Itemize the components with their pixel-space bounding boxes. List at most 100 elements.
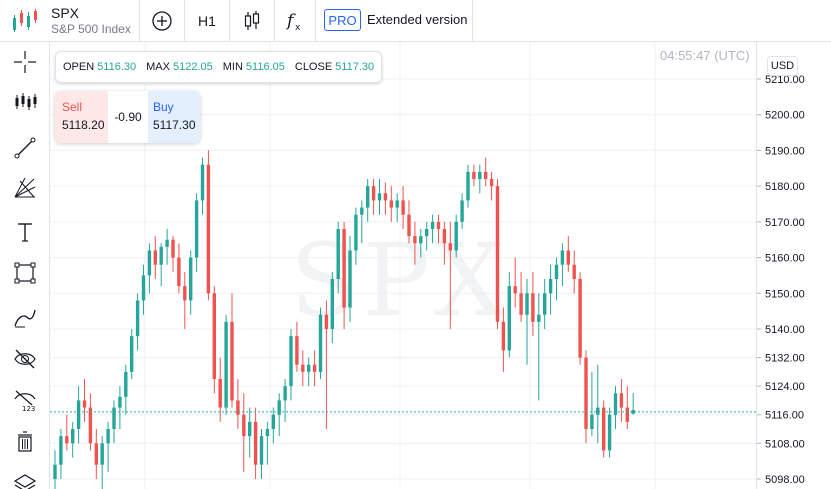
candle <box>366 179 370 222</box>
symbol-name[interactable]: SPX <box>51 5 80 21</box>
candle <box>501 307 506 372</box>
trend-line-icon <box>14 137 36 159</box>
candle-body <box>301 364 305 372</box>
add-symbol-button[interactable] <box>140 0 184 42</box>
price-axis-labels: 5098.00 5108.00 5116.00 5124.00 5132.00 5140.… <box>757 74 805 486</box>
extended-version-link[interactable]: Extended version <box>367 12 468 27</box>
candle <box>472 164 476 187</box>
buy-button[interactable]: Buy 5117.30 <box>148 91 200 143</box>
candle <box>507 271 511 358</box>
candle <box>177 243 181 294</box>
price-chart[interactable] <box>50 42 756 489</box>
candle <box>230 293 234 408</box>
candle <box>271 407 275 444</box>
candle <box>401 186 405 229</box>
candle <box>295 321 299 372</box>
candle-body <box>584 357 588 429</box>
candle-body <box>100 443 104 465</box>
text-tool[interactable] <box>0 212 50 252</box>
candle <box>425 221 429 251</box>
candle <box>71 421 75 458</box>
candle <box>590 371 594 437</box>
interval-label: H1 <box>198 13 216 29</box>
candle-body <box>59 436 63 465</box>
candle-body <box>560 250 565 265</box>
candle <box>596 364 600 444</box>
min-value: 5116.05 <box>245 61 285 73</box>
candle-body <box>248 421 252 437</box>
candle <box>336 221 340 294</box>
candle-body <box>82 400 87 408</box>
crosshair-tool[interactable] <box>0 42 50 82</box>
candle <box>112 400 116 444</box>
candle-body <box>596 407 600 415</box>
candle <box>436 214 441 244</box>
rectangle-tool[interactable] <box>0 253 50 293</box>
pro-badge[interactable]: PRO <box>324 9 361 31</box>
candle-body <box>76 400 81 429</box>
brush-tool[interactable] <box>0 297 50 337</box>
buy-label: Buy <box>153 100 174 114</box>
price-axis[interactable]: 5098.00 5108.00 5116.00 5124.00 5132.00 5140.… <box>756 42 831 489</box>
candle <box>312 350 317 387</box>
candle-body <box>519 293 523 315</box>
trend-line-tool[interactable] <box>0 128 50 168</box>
sell-button[interactable]: Sell 5118.20 <box>55 91 108 143</box>
gann-fan-tool[interactable] <box>0 168 50 208</box>
candle <box>248 407 252 458</box>
toolbar-divider <box>139 0 140 42</box>
symbol-logo-icon <box>13 9 37 32</box>
candle-body <box>283 386 287 401</box>
price-tick-label: 5180.00 <box>765 181 805 193</box>
candle <box>407 200 411 244</box>
price-tick-label: 5098.00 <box>765 474 805 486</box>
candle-body <box>525 293 529 315</box>
candle <box>76 386 81 444</box>
candle <box>448 221 452 329</box>
candle-body <box>165 239 169 247</box>
candle <box>59 429 63 479</box>
candle-body <box>543 293 547 315</box>
candle-body <box>554 264 559 279</box>
candle <box>124 364 128 415</box>
toolbar-divider <box>472 0 473 42</box>
gann-fan-icon <box>14 177 36 198</box>
brush-icon <box>14 309 36 328</box>
buy-price: 5117.30 <box>153 118 196 132</box>
candle-body <box>548 279 553 294</box>
candle-body <box>295 336 299 365</box>
hide-drawings-tool[interactable] <box>0 339 50 379</box>
candle-body <box>607 414 612 451</box>
candle <box>395 193 399 222</box>
utc-clock: 04:55:47 (UTC) <box>660 48 750 63</box>
candle-body <box>590 414 594 429</box>
layers-tool[interactable] <box>0 462 50 489</box>
price-tick-label: 5210.00 <box>765 74 805 86</box>
candle <box>212 286 216 394</box>
candle-body <box>602 407 606 451</box>
candle <box>495 179 500 329</box>
candle <box>130 329 134 379</box>
price-tick-label: 5160.00 <box>765 253 805 265</box>
candle <box>165 229 169 265</box>
delete-drawings-tool[interactable] <box>0 422 50 462</box>
toolbar-divider <box>315 0 316 42</box>
candle <box>283 379 287 422</box>
open-value: 5116.30 <box>97 61 137 73</box>
candle-body <box>312 364 317 372</box>
currency-button[interactable]: USD <box>767 56 798 76</box>
interval-button[interactable]: H1 <box>185 0 229 42</box>
candle <box>289 329 293 401</box>
candles <box>53 150 635 489</box>
candles-tool[interactable] <box>0 82 50 122</box>
measure-tool[interactable]: 123 <box>0 380 50 420</box>
chart-type-button[interactable] <box>230 0 274 42</box>
candle <box>147 243 152 294</box>
candle-body <box>478 171 482 179</box>
candle <box>183 271 187 329</box>
candle <box>478 164 482 194</box>
candle-body <box>253 421 258 465</box>
price-tick-label: 5140.00 <box>765 324 805 336</box>
candle <box>554 257 559 301</box>
